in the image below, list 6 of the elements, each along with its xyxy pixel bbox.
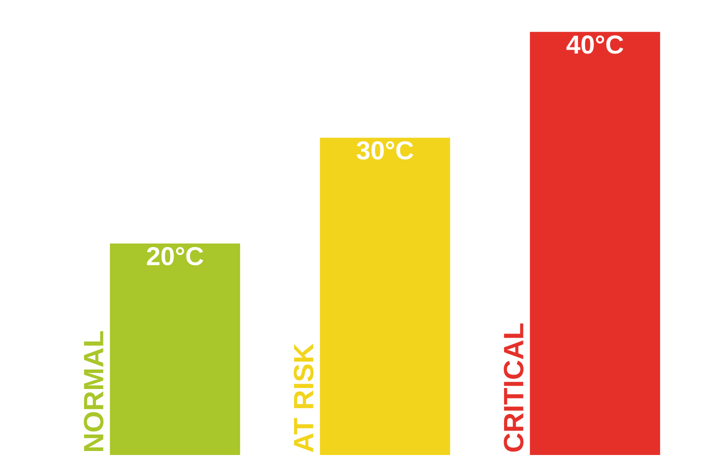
data-label: 30°C (356, 141, 414, 160)
data-label: 40°C (566, 35, 624, 54)
data-label: 20°C (146, 246, 204, 266)
x-tick-label: NORMAL (84, 331, 104, 451)
x-tick-label: CRITICAL (504, 324, 524, 452)
x-tick-label: AT RISK (294, 344, 314, 452)
